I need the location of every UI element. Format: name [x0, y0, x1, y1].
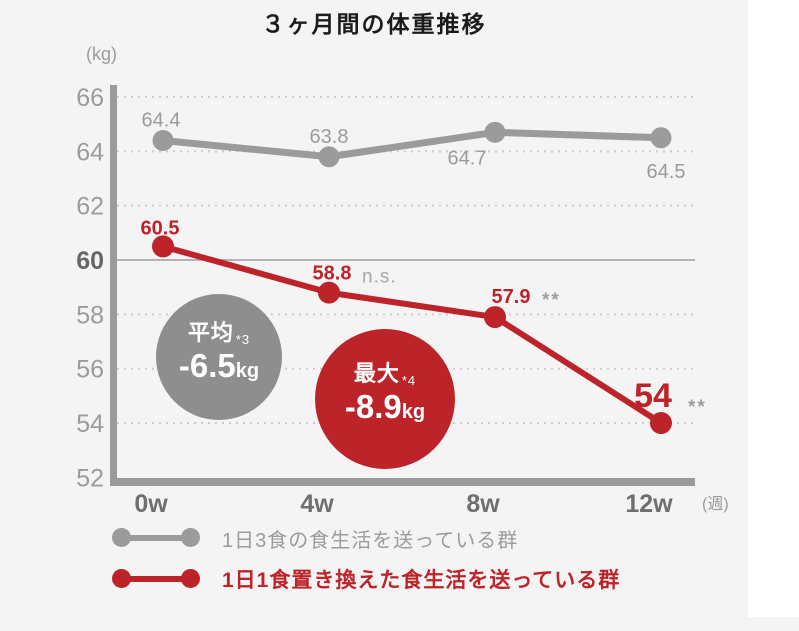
y-tick-label-54: 54 [76, 410, 104, 438]
average-loss-value: -6.5kg [156, 347, 282, 385]
page-right-margin [748, 0, 799, 617]
y-tick-label-62: 62 [76, 193, 104, 221]
max-loss-footnote: *4 [401, 373, 417, 388]
data-point-one-meal-replaced-4w [318, 281, 340, 304]
data-point-three-meals-0w [152, 129, 174, 151]
y-tick-label-56: 56 [76, 356, 104, 384]
max-loss-title: 最大 *4 [315, 361, 455, 388]
data-label-one-meal-replaced-8w: 57.9 [492, 286, 531, 308]
data-label-three-meals-12w: 64.5 [647, 161, 686, 183]
red-dot-icon [181, 569, 200, 588]
series-line-three-meals [159, 128, 665, 161]
significance-one-meal-replaced-8w: ** [542, 290, 561, 311]
y-tick-label-66: 66 [76, 84, 104, 112]
max-loss-value: -8.9kg [315, 388, 455, 426]
red-bar-icon [120, 576, 192, 582]
legend-item-one-meal-replaced: 1日1食置き換えた食生活を送っている群 [112, 565, 620, 593]
x-axis-line [110, 478, 695, 486]
x-tick-label-0w: 0w [134, 490, 168, 518]
red-line-icon [112, 569, 200, 589]
data-label-one-meal-replaced-12w: 54 [634, 377, 672, 415]
x-tick-label-8w: 8w [466, 490, 500, 518]
legend-label-three-meals: 1日3食の食生活を送っている群 [222, 529, 519, 552]
y-axis-unit-label: (kg) [86, 44, 117, 64]
y-axis-line [110, 85, 117, 486]
average-loss-number: -6.5 [178, 347, 236, 385]
max-loss-number: -8.9 [344, 388, 402, 426]
gray-dot-icon [181, 528, 200, 547]
significance-one-meal-replaced-4w: n.s. [362, 267, 397, 288]
data-label-three-meals-0w: 64.4 [142, 109, 181, 131]
series-line-one-meal-replaced [160, 243, 664, 427]
gray-bar-icon [120, 535, 192, 541]
chart-title: ３ヶ月間の体重推移 [261, 11, 487, 37]
average-loss-footnote: *3 [235, 332, 251, 347]
y-tick-label-64: 64 [76, 138, 104, 166]
legend-item-three-meals: 1日3食の食生活を送っている群 [112, 524, 620, 552]
average-loss-title: 平均 *3 [156, 320, 282, 347]
legend-label-one-meal-replaced: 1日1食置き換えた食生活を送っている群 [222, 569, 621, 592]
y-tick-label-58: 58 [76, 301, 104, 329]
y-tick-label-52: 52 [76, 464, 104, 492]
average-loss-badge: 平均 *3 -6.5kg [156, 294, 282, 420]
y-tick-label-60: 60 [76, 247, 104, 275]
data-label-one-meal-replaced-0w: 60.5 [141, 217, 180, 239]
x-tick-label-4w: 4w [300, 490, 334, 518]
x-tick-label-12w: 12w [625, 490, 673, 518]
max-loss-unit: kg [401, 401, 426, 424]
data-point-three-meals-12w [650, 127, 672, 149]
data-label-three-meals-4w: 63.8 [310, 126, 349, 148]
data-point-one-meal-replaced-8w [484, 306, 506, 329]
data-label-one-meal-replaced-4w: 58.8 [313, 263, 352, 285]
x-axis-unit-label: (週) [702, 496, 729, 513]
max-loss-badge: 最大 *4 -8.9kg [315, 329, 455, 469]
data-label-three-meals-8w: 64.7 [448, 147, 487, 169]
data-point-one-meal-replaced-12w [650, 412, 672, 435]
gray-line-icon [112, 528, 200, 548]
max-loss-title-text: 最大 [353, 361, 400, 386]
data-point-three-meals-8w [484, 121, 506, 143]
data-point-one-meal-replaced-0w [152, 235, 174, 258]
average-loss-unit: kg [235, 360, 260, 383]
data-point-three-meals-4w [318, 146, 340, 168]
average-loss-title-text: 平均 [187, 320, 234, 345]
significance-one-meal-replaced-12w: ** [688, 397, 707, 418]
legend: 1日3食の食生活を送っている群 1日1食置き換えた食生活を送っている群 [112, 524, 620, 606]
